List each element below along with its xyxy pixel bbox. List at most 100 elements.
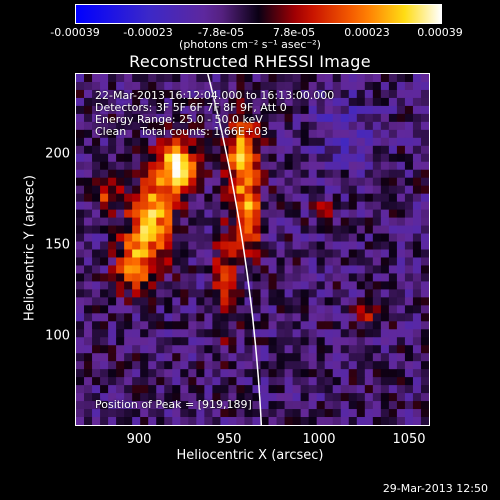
heatmap-cell — [284, 249, 294, 258]
heatmap-cell — [388, 353, 398, 362]
heatmap-cell — [212, 145, 221, 155]
heatmap-cell — [204, 137, 213, 147]
heatmap-cell — [212, 321, 221, 330]
heatmap-cell — [164, 74, 173, 83]
heatmap-cell — [132, 361, 141, 370]
heatmap-cell — [380, 257, 390, 266]
y-tick: 100 — [45, 328, 70, 344]
heatmap-cell — [164, 249, 173, 258]
heatmap-cell — [188, 265, 197, 274]
heatmap-cell — [132, 393, 141, 402]
heatmap-cell — [212, 337, 221, 346]
heatmap-cell — [156, 281, 165, 290]
heatmap-cell — [284, 185, 294, 195]
heatmap-cell — [124, 89, 133, 99]
heatmap-cell — [108, 201, 117, 211]
heatmap-cell — [276, 377, 286, 386]
heatmap-cell — [236, 169, 245, 179]
heatmap-cell — [84, 329, 93, 338]
heatmap-cell — [164, 377, 173, 386]
heatmap-cell — [172, 225, 181, 235]
heatmap-cell — [116, 233, 125, 243]
heatmap-cell — [324, 89, 334, 99]
heatmap-cell — [76, 113, 85, 123]
heatmap-cell — [244, 385, 253, 394]
heatmap-cell — [172, 161, 181, 171]
heatmap-cell — [420, 177, 429, 187]
heatmap-cell — [324, 201, 334, 211]
heatmap-cell — [124, 145, 133, 155]
heatmap-cell — [396, 385, 406, 394]
heatmap-cell — [372, 74, 382, 83]
heatmap-cell — [372, 313, 382, 322]
heatmap-cell — [372, 193, 382, 203]
heatmap-cell — [196, 409, 205, 418]
heatmap-cell — [412, 393, 422, 402]
heatmap-cell — [164, 121, 173, 131]
heatmap-cell — [244, 161, 253, 171]
heatmap-cell — [260, 193, 270, 203]
heatmap-cell — [156, 369, 165, 378]
heatmap-cell — [340, 337, 350, 346]
heatmap-cell — [396, 353, 406, 362]
heatmap-cell — [236, 361, 245, 370]
heatmap-cell — [140, 161, 149, 171]
heatmap-cell — [204, 385, 213, 394]
heatmap-cell — [196, 393, 205, 402]
heatmap-cell — [292, 161, 302, 171]
heatmap-cell — [404, 249, 414, 258]
heatmap-cell — [244, 225, 253, 235]
heatmap-cell — [244, 401, 253, 410]
heatmap-cell — [116, 353, 125, 362]
heatmap-cell — [124, 217, 133, 227]
heatmap-cell — [292, 153, 302, 163]
heatmap-cell — [84, 233, 93, 243]
heatmap-cell — [76, 129, 85, 139]
heatmap-cell — [308, 281, 318, 290]
heatmap-cell — [268, 217, 278, 227]
heatmap-cell — [236, 137, 245, 147]
heatmap-cell — [356, 225, 366, 235]
heatmap-cell — [132, 305, 141, 314]
heatmap-cell — [108, 321, 117, 330]
heatmap-cell — [316, 329, 326, 338]
heatmap-cell — [276, 129, 286, 139]
heatmap-cell — [340, 121, 350, 131]
heatmap-cell — [420, 105, 429, 115]
heatmap-cell — [412, 89, 422, 99]
heatmap-cell — [124, 185, 133, 195]
heatmap-cell — [124, 177, 133, 187]
heatmap-cell — [284, 129, 294, 139]
heatmap-cell — [324, 193, 334, 203]
heatmap-cell — [164, 137, 173, 147]
heatmap-cell — [188, 393, 197, 402]
heatmap-cell — [132, 233, 141, 243]
heatmap-cell — [252, 113, 262, 123]
heatmap-cell — [156, 129, 165, 139]
heatmap-cell — [348, 97, 358, 107]
heatmap-cell — [196, 225, 205, 235]
heatmap-cell — [132, 313, 141, 322]
heatmap-cell — [76, 265, 85, 274]
heatmap-cell — [244, 185, 253, 195]
heatmap-cell — [196, 89, 205, 99]
heatmap-cell — [348, 201, 358, 211]
heatmap-cell — [212, 305, 221, 314]
heatmap-cell — [300, 305, 310, 314]
heatmap-cell — [420, 121, 429, 131]
heatmap-cell — [268, 161, 278, 171]
heatmap-cell — [412, 233, 422, 243]
heatmap-cell — [404, 257, 414, 266]
heatmap-cell — [252, 385, 262, 394]
heatmap-cell — [316, 113, 326, 123]
heatmap-cell — [332, 265, 342, 274]
heatmap-cell — [372, 417, 382, 425]
heatmap-cell — [388, 225, 398, 235]
heatmap-cell — [332, 337, 342, 346]
heatmap-cell — [236, 417, 245, 425]
heatmap-cell — [340, 297, 350, 306]
heatmap-cell — [316, 169, 326, 179]
heatmap-cell — [292, 265, 302, 274]
heatmap-cell — [180, 409, 189, 418]
heatmap-cell — [172, 113, 181, 123]
